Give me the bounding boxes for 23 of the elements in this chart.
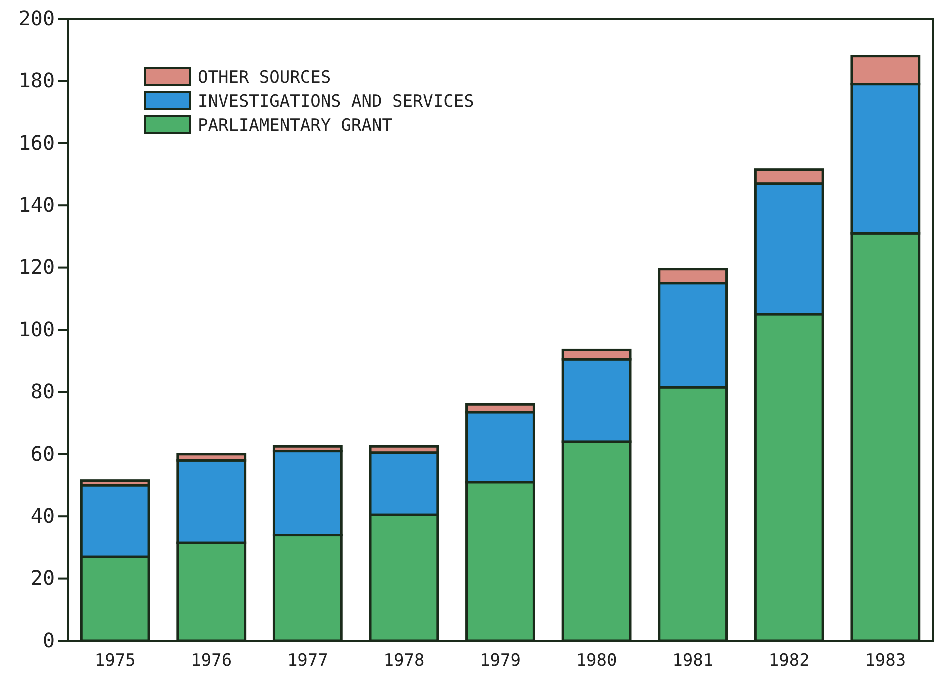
x-tick-label: 1979 [480, 651, 521, 672]
y-tick-label: 0 [42, 628, 55, 652]
y-tick-label: 140 [18, 193, 55, 217]
y-tick-label: 180 [18, 68, 55, 93]
x-tick-label: 1977 [287, 651, 328, 672]
legend-label: PARLIAMENTARY GRANT [198, 116, 392, 136]
x-tick-label: 1975 [94, 651, 136, 672]
y-tick-label: 120 [18, 255, 55, 280]
y-tick-label: 40 [30, 504, 55, 528]
x-tick-label: 1976 [191, 651, 232, 672]
y-tick-label: 60 [30, 442, 55, 466]
x-tick-label: 1980 [576, 651, 618, 672]
y-tick-label: 80 [30, 380, 55, 404]
y-tick-label: 100 [18, 317, 55, 342]
x-tick-label: 1982 [768, 651, 810, 672]
x-tick-label: 1981 [672, 651, 714, 672]
y-tick-label: 20 [30, 566, 55, 590]
legend-label: OTHER SOURCES [198, 68, 332, 88]
y-tick-label: 200 [18, 6, 55, 30]
legend-label: INVESTIGATIONS AND SERVICES [198, 92, 474, 112]
x-tick-label: 1978 [384, 651, 425, 672]
y-tick-label: 160 [18, 130, 55, 155]
x-tick-label: 1983 [865, 651, 906, 672]
